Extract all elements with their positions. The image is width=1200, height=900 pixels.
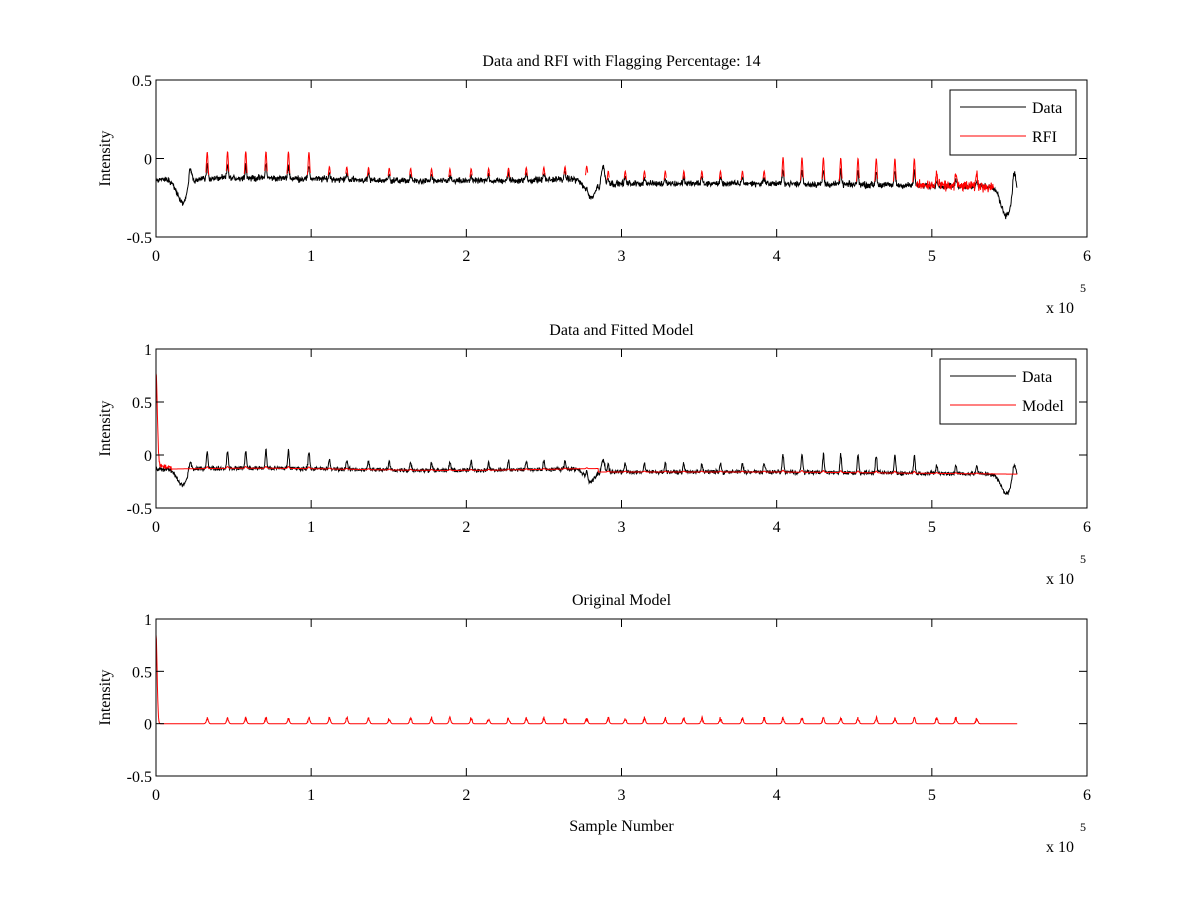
x-exponent-power: 5	[1080, 552, 1086, 566]
legend-label: Data	[1022, 369, 1052, 386]
y-tick-label: -0.5	[127, 769, 152, 786]
series-line-data	[156, 448, 1018, 496]
legend-box	[949, 89, 1077, 156]
y-tick-label: 0.5	[132, 73, 152, 90]
x-exponent-power: 5	[1080, 820, 1086, 834]
x-tick-label: 1	[307, 519, 315, 536]
chart-title: Data and RFI with Flagging Percentage: 1…	[482, 53, 760, 70]
x-exponent-label: x 10	[1046, 839, 1074, 856]
x-axis-label: Sample Number	[569, 818, 674, 835]
legend: Data Model	[939, 358, 1077, 425]
x-tick-label: 4	[773, 519, 781, 536]
y-axis-label: Intensity	[97, 401, 114, 457]
x-tick-label: 3	[618, 787, 626, 804]
plot-area	[156, 150, 1018, 220]
x-tick-label: 2	[462, 248, 470, 265]
x-tick-label: 6	[1083, 519, 1091, 536]
y-tick-label: 0	[144, 152, 152, 169]
x-tick-label: 3	[618, 519, 626, 536]
axes-box	[155, 79, 1088, 238]
y-tick-label: 1	[144, 612, 152, 629]
x-tick-label: 3	[618, 248, 626, 265]
x-tick-label: 5	[928, 787, 936, 804]
chart-title: Data and Fitted Model	[549, 322, 694, 339]
y-tick-label: 0.5	[132, 664, 152, 681]
x-exponent-label: x 10	[1046, 300, 1074, 317]
legend: Data RFI	[949, 89, 1077, 156]
plot-area	[156, 373, 1018, 496]
legend-label: Model	[1022, 398, 1064, 415]
x-tick-label: 2	[462, 519, 470, 536]
x-tick-label: 5	[928, 519, 936, 536]
x-tick-label: 4	[773, 248, 781, 265]
x-tick-label: 2	[462, 787, 470, 804]
x-tick-label: 0	[152, 787, 160, 804]
x-exponent-power: 5	[1080, 281, 1086, 295]
legend-label: RFI	[1032, 129, 1057, 146]
y-tick-label: 0	[144, 448, 152, 465]
y-tick-label: 1	[144, 342, 152, 359]
legend-box	[939, 358, 1077, 425]
x-tick-label: 6	[1083, 787, 1091, 804]
chart-title: Original Model	[572, 592, 672, 609]
y-axis-label: Intensity	[97, 670, 114, 726]
series-line-model	[156, 373, 1018, 475]
y-tick-label: -0.5	[127, 230, 152, 247]
y-tick-label: 0	[144, 717, 152, 734]
x-tick-label: 4	[773, 787, 781, 804]
series-line-rfi	[205, 150, 995, 193]
x-tick-label: 0	[152, 519, 160, 536]
x-exponent-label: x 10	[1046, 571, 1074, 588]
x-tick-label: 6	[1083, 248, 1091, 265]
x-tick-label: 5	[928, 248, 936, 265]
series-line-data	[156, 162, 1018, 220]
y-tick-label: 0.5	[132, 395, 152, 412]
legend-label: Data	[1032, 100, 1062, 117]
y-axis-label: Intensity	[97, 131, 114, 187]
x-tick-label: 0	[152, 248, 160, 265]
axes-box	[155, 618, 1088, 777]
series-line-original-model	[156, 634, 1018, 725]
plot-area	[156, 634, 1018, 725]
x-tick-label: 1	[307, 787, 315, 804]
x-tick-label: 1	[307, 248, 315, 265]
y-tick-label: -0.5	[127, 501, 152, 518]
